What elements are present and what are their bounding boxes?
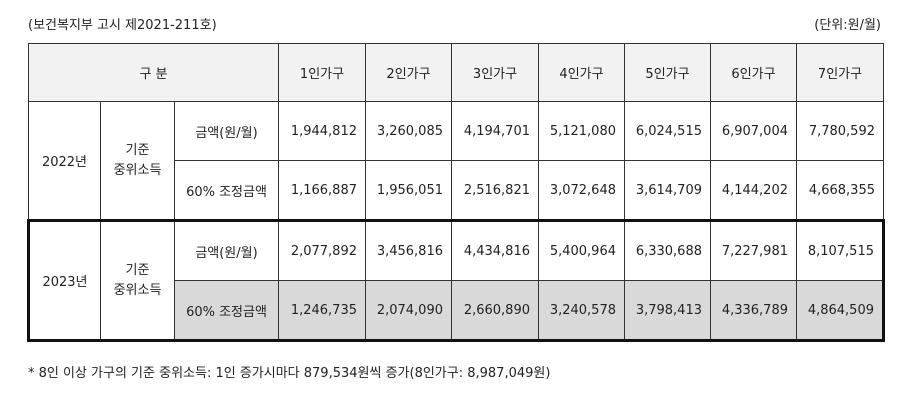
cell-2022-adjusted-3: 2,516,821	[451, 160, 539, 221]
cell-2022-adjusted-2: 1,956,051	[365, 160, 452, 221]
cell-2022-adjusted-1: 1,166,887	[278, 160, 366, 221]
median-income-label-2022: 기준 중위소득	[100, 101, 175, 221]
cell-2022-adjusted-4: 3,072,648	[538, 160, 625, 221]
cell-2022-amount-6: 6,907,004	[710, 101, 797, 161]
unit-label: (단위:원/월)	[814, 18, 881, 33]
table-header-row: 구 분 1인가구 2인가구 3인가구 4인가구 5인가구 6인가구 7인가구	[28, 43, 884, 102]
cell-2023-amount-1: 2,077,892	[278, 219, 366, 281]
table-row-2023-adjusted: 60% 조정금액 1,246,735 2,074,090 2,660,890 3…	[29, 280, 885, 342]
year-label-2023: 2023년	[27, 219, 101, 342]
cell-2023-amount-3: 4,434,816	[451, 219, 539, 281]
median-income-label-2023: 기준 중위소득	[100, 219, 175, 342]
table-row-2023-amount: 2023년 기준 중위소득 금액(원/월) 2,077,892 3,456,81…	[27, 219, 885, 342]
header-col-4: 4인가구	[538, 43, 625, 102]
cell-2022-adjusted-6: 4,144,202	[710, 160, 797, 221]
cell-2023-amount-6: 7,227,981	[710, 219, 797, 281]
cell-2023-adjusted-4: 3,240,578	[538, 280, 625, 342]
header-col-3: 3인가구	[451, 43, 539, 102]
cell-2023-adjusted-1: 1,246,735	[278, 280, 366, 342]
row-label-amount-2023: 금액(원/월)	[174, 219, 279, 281]
cell-2022-amount-5: 6,024,515	[624, 101, 711, 161]
cell-2023-amount-4: 5,400,964	[538, 219, 625, 281]
header-col-7: 7인가구	[796, 43, 884, 102]
year-label-2022: 2022년	[28, 101, 101, 221]
cell-2022-adjusted-7: 4,668,355	[796, 160, 884, 221]
row-label-adjusted-2022: 60% 조정금액	[174, 160, 279, 221]
median-income-table: 구 분 1인가구 2인가구 3인가구 4인가구 5인가구 6인가구 7인가구 2…	[27, 43, 885, 342]
header-col-2: 2인가구	[365, 43, 452, 102]
table-row-2022-amount: 2022년 기준 중위소득 금액(원/월) 1,944,812 3,260,08…	[28, 101, 884, 221]
cell-2022-adjusted-5: 3,614,709	[624, 160, 711, 221]
cell-2022-amount-1: 1,944,812	[278, 101, 366, 161]
cell-2023-adjusted-3: 2,660,890	[451, 280, 539, 342]
header-col-5: 5인가구	[624, 43, 711, 102]
cell-2022-amount-2: 3,260,085	[365, 101, 452, 161]
cell-2023-adjusted-5: 3,798,413	[624, 280, 711, 342]
cell-2023-amount-5: 6,330,688	[624, 219, 711, 281]
row-label-amount-2022: 금액(원/월)	[174, 101, 279, 161]
table-row-2022-adjusted: 60% 조정금액 1,166,887 1,956,051 2,516,821 3…	[29, 160, 884, 221]
cell-2023-adjusted-7: 4,864,509	[796, 280, 885, 342]
cell-2023-amount-2: 3,456,816	[365, 219, 452, 281]
cell-2023-adjusted-6: 4,336,789	[710, 280, 797, 342]
footnote: * 8인 이상 가구의 기준 중위소득: 1인 증가시마다 879,534원씩 …	[28, 366, 551, 381]
header-col-1: 1인가구	[278, 43, 366, 102]
cell-2022-amount-3: 4,194,701	[451, 101, 539, 161]
header-category: 구 분	[28, 43, 279, 102]
cell-2023-amount-7: 8,107,515	[796, 219, 885, 281]
header-col-6: 6인가구	[710, 43, 797, 102]
cell-2023-adjusted-2: 2,074,090	[365, 280, 452, 342]
row-label-adjusted-2023: 60% 조정금액	[174, 280, 279, 342]
cell-2022-amount-4: 5,121,080	[538, 101, 625, 161]
notice-reference: (보건복지부 고시 제2021-211호)	[28, 18, 217, 33]
cell-2022-amount-7: 7,780,592	[796, 101, 884, 161]
